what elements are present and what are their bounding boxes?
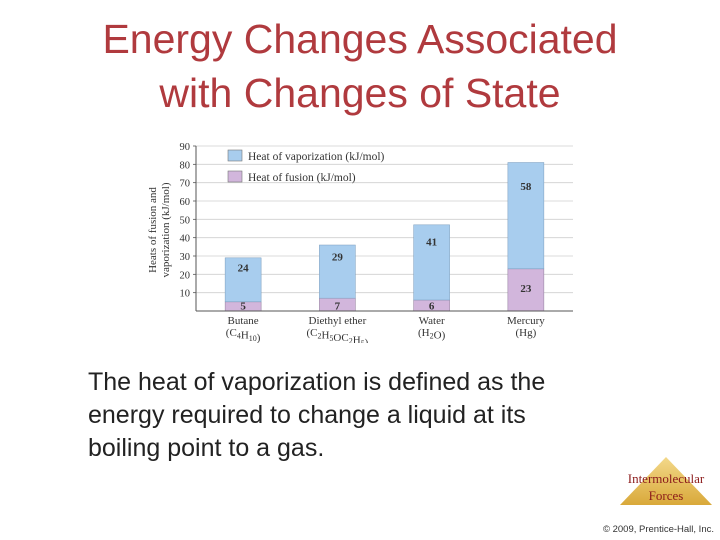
- y-axis-label-line-1: Heats of fusion and: [147, 187, 159, 273]
- legend-swatch-vaporization: [227, 149, 243, 162]
- body-line-2: energy required to change a liquid at it…: [88, 401, 526, 429]
- category-label: Water: [419, 315, 445, 327]
- section-badge-triangle: [620, 457, 712, 505]
- badge-line-1: Intermolecular: [627, 471, 705, 486]
- y-tick-label: 60: [180, 197, 191, 208]
- y-tick-label: 70: [180, 179, 191, 190]
- bar-label-vaporization: 24: [238, 263, 250, 275]
- bar-label-vaporization: 29: [332, 252, 344, 264]
- chart-value-labels: 24 5 29 7 41 6 58 23: [238, 181, 532, 313]
- y-tick-label: 20: [180, 270, 191, 281]
- chart-bars: [224, 162, 545, 312]
- body-line-3: boiling point to a gas.: [88, 434, 325, 462]
- bar-label-fusion: 5: [240, 301, 246, 313]
- category-formula: (C2H5OC2H5): [306, 327, 368, 343]
- category-label: Butane: [228, 315, 259, 327]
- y-tick-label: 40: [180, 234, 191, 245]
- legend-label-fusion: Heat of fusion (kJ/mol): [248, 172, 356, 184]
- y-axis-label-line-2: vaporization (kJ/mol): [160, 182, 172, 277]
- legend-swatch-fusion: [227, 170, 243, 183]
- chart-y-ticks: 10 20 30 40 50 60 70 80 90: [180, 142, 196, 300]
- bar-vaporization: [224, 257, 262, 303]
- chart-axes: [195, 146, 573, 312]
- title-line-2: with Changes of State: [159, 70, 561, 116]
- slide-title: Energy Changes Associated with Changes o…: [0, 12, 720, 120]
- category-formula: (Hg): [515, 327, 536, 339]
- category-formula: (H2O): [418, 327, 446, 342]
- triangle-icon: [620, 457, 712, 505]
- y-tick-label: 80: [180, 160, 191, 171]
- body-text: The heat of vaporization is defined as t…: [88, 366, 628, 465]
- bar-label-vaporization: 41: [426, 236, 437, 248]
- bar-fusion: [507, 268, 545, 312]
- category-formula: (C4H10): [226, 327, 261, 343]
- category-label: Diethyl ether: [309, 315, 367, 327]
- body-line-1: The heat of vaporization is defined as t…: [88, 368, 546, 396]
- bar-vaporization: [319, 244, 356, 299]
- badge-line-2: Forces: [648, 488, 684, 503]
- y-tick-label: 90: [180, 142, 191, 153]
- category-label: Mercury: [507, 315, 545, 327]
- chart-category-labels: Butane(C4H10) Diethyl ether(C2H5OC2H5) Wat…: [226, 315, 546, 343]
- bar-label-fusion: 23: [520, 283, 532, 295]
- copyright-notice: © 2009, Prentice-Hall, Inc.: [602, 524, 714, 535]
- y-tick-label: 50: [180, 215, 191, 226]
- section-badge-label[interactable]: Intermolecular Forces: [616, 470, 716, 504]
- bar-vaporization: [413, 224, 450, 301]
- legend-label-vaporization: Heat of vaporization (kJ/mol): [248, 151, 385, 163]
- chart-legend: Heat of vaporization (kJ/mol) Heat of fu…: [227, 149, 385, 184]
- y-tick-label: 30: [180, 252, 191, 263]
- bar-label-fusion: 6: [429, 301, 435, 313]
- title-line-1: Energy Changes Associated: [102, 16, 618, 62]
- bar-label-vaporization: 58: [520, 181, 532, 193]
- bar-vaporization: [507, 162, 545, 270]
- bar-label-fusion: 7: [335, 301, 341, 313]
- y-tick-label: 10: [180, 289, 191, 300]
